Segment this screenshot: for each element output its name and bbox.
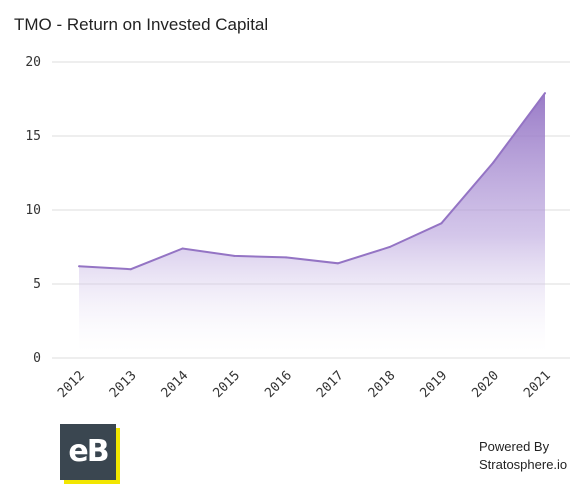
data-point-2017 xyxy=(336,262,339,265)
eb-logo: eB xyxy=(60,424,120,484)
x-axis-ticks: 2012 2013 2014 2015 2016 2017 2018 2019 2020 2021 xyxy=(55,368,554,401)
series-line xyxy=(78,92,546,271)
x-tick-label: 2017 xyxy=(314,368,347,401)
x-tick-label: 2019 xyxy=(418,368,451,401)
x-tick-label: 2015 xyxy=(210,368,243,401)
logo-mark: eB xyxy=(60,424,116,480)
x-tick-label: 2016 xyxy=(262,368,295,401)
data-point-2018 xyxy=(388,246,391,248)
data-point-2014 xyxy=(181,247,184,250)
line-layer xyxy=(78,92,546,271)
series-area xyxy=(79,93,545,352)
powered-by-source: Stratosphere.io xyxy=(479,457,568,472)
x-tick-label: 2014 xyxy=(159,368,192,401)
data-point-2020 xyxy=(492,161,495,164)
area-layer xyxy=(79,93,545,352)
x-tick-label: 2021 xyxy=(521,368,554,401)
y-tick-label: 10 xyxy=(25,203,41,218)
x-tick-label: 2012 xyxy=(55,368,88,401)
data-point-2012 xyxy=(78,265,80,268)
y-tick-label: 5 xyxy=(33,277,41,292)
chart-title: TMO - Return on Invested Capital xyxy=(14,15,269,34)
data-point-2021 xyxy=(544,92,546,95)
data-point-2015 xyxy=(233,254,236,257)
y-tick-label: 0 xyxy=(33,351,41,366)
data-point-2013 xyxy=(129,268,132,271)
x-tick-label: 2018 xyxy=(366,368,399,401)
x-tick-label: 2013 xyxy=(107,368,140,401)
powered-by: Powered By Stratosphere.io xyxy=(479,438,567,474)
data-point-2019 xyxy=(440,222,443,225)
x-tick-label: 2020 xyxy=(469,368,502,401)
data-point-2016 xyxy=(285,256,288,259)
y-tick-label: 20 xyxy=(25,55,41,70)
powered-by-label: Powered By xyxy=(479,439,550,454)
y-axis-ticks: 0 5 10 15 20 xyxy=(25,55,41,366)
y-tick-label: 15 xyxy=(25,129,41,144)
